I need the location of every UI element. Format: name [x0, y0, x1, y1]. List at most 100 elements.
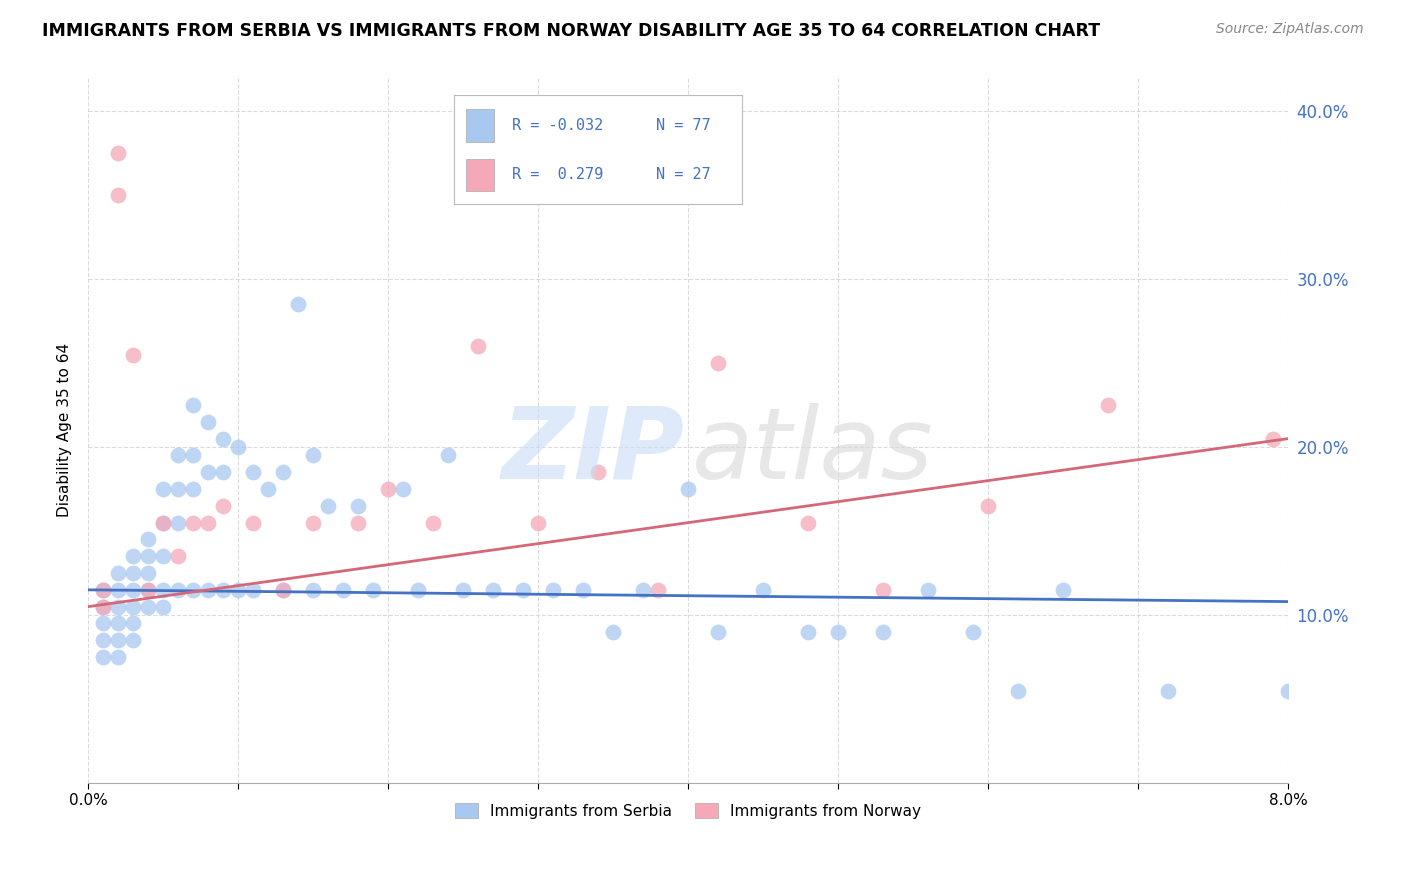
Point [977, 499, 1000, 513]
Point [271, 465, 294, 479]
Point [122, 348, 145, 362]
Point [152, 482, 174, 496]
Point [181, 398, 204, 412]
Point [107, 146, 129, 161]
Point [167, 516, 190, 530]
Point [152, 549, 174, 564]
Point [226, 440, 249, 454]
Point [91, 599, 114, 614]
Point [512, 582, 534, 597]
Point [797, 624, 820, 639]
Point [107, 188, 129, 202]
Point [257, 482, 280, 496]
Point [107, 599, 129, 614]
Text: IMMIGRANTS FROM SERBIA VS IMMIGRANTS FROM NORWAY DISABILITY AGE 35 TO 64 CORRELA: IMMIGRANTS FROM SERBIA VS IMMIGRANTS FRO… [42, 22, 1101, 40]
Point [707, 624, 730, 639]
Point [1052, 582, 1074, 597]
Point [797, 516, 820, 530]
Point [107, 650, 129, 665]
Point [676, 482, 699, 496]
Point [136, 582, 159, 597]
Point [242, 465, 264, 479]
Point [152, 599, 174, 614]
Point [406, 582, 429, 597]
Point [197, 465, 219, 479]
Point [122, 633, 145, 648]
Point [91, 616, 114, 631]
Point [167, 449, 190, 463]
Point [647, 582, 669, 597]
Point [586, 465, 609, 479]
Point [872, 582, 894, 597]
Point [122, 582, 145, 597]
Point [962, 624, 984, 639]
Point [91, 650, 114, 665]
Point [107, 582, 129, 597]
Point [212, 582, 235, 597]
Point [437, 449, 460, 463]
Point [347, 499, 370, 513]
Point [152, 516, 174, 530]
Point [107, 633, 129, 648]
Point [91, 599, 114, 614]
Point [527, 516, 550, 530]
Point [302, 516, 325, 530]
Point [197, 516, 219, 530]
Point [197, 582, 219, 597]
Point [197, 415, 219, 429]
Point [152, 516, 174, 530]
Point [917, 582, 939, 597]
Point [122, 616, 145, 631]
Point [91, 582, 114, 597]
Point [332, 582, 354, 597]
Point [541, 582, 564, 597]
Legend: Immigrants from Serbia, Immigrants from Norway: Immigrants from Serbia, Immigrants from … [449, 797, 928, 825]
Point [226, 582, 249, 597]
Point [1277, 683, 1299, 698]
Point [107, 616, 129, 631]
Point [122, 566, 145, 580]
Point [872, 624, 894, 639]
Point [181, 516, 204, 530]
Point [302, 582, 325, 597]
Point [631, 582, 654, 597]
Point [136, 599, 159, 614]
Point [347, 516, 370, 530]
Point [136, 566, 159, 580]
Y-axis label: Disability Age 35 to 64: Disability Age 35 to 64 [58, 343, 72, 517]
Point [316, 499, 339, 513]
Point [181, 482, 204, 496]
Text: ZIP: ZIP [502, 403, 685, 500]
Point [572, 582, 595, 597]
Point [602, 624, 624, 639]
Point [361, 582, 384, 597]
Point [392, 482, 415, 496]
Point [707, 356, 730, 370]
Point [482, 582, 505, 597]
Point [212, 499, 235, 513]
Point [91, 633, 114, 648]
Point [1007, 683, 1029, 698]
Point [242, 582, 264, 597]
Text: Source: ZipAtlas.com: Source: ZipAtlas.com [1216, 22, 1364, 37]
Point [122, 599, 145, 614]
Point [1097, 398, 1119, 412]
Point [107, 566, 129, 580]
Point [377, 482, 399, 496]
Point [181, 582, 204, 597]
Point [136, 582, 159, 597]
Point [167, 582, 190, 597]
Text: atlas: atlas [692, 403, 934, 500]
Point [181, 449, 204, 463]
Point [152, 582, 174, 597]
Point [271, 582, 294, 597]
Point [752, 582, 775, 597]
Point [467, 339, 489, 353]
Point [1157, 683, 1180, 698]
Point [302, 449, 325, 463]
Point [242, 516, 264, 530]
Point [451, 582, 474, 597]
Point [167, 549, 190, 564]
Point [212, 465, 235, 479]
Point [167, 482, 190, 496]
